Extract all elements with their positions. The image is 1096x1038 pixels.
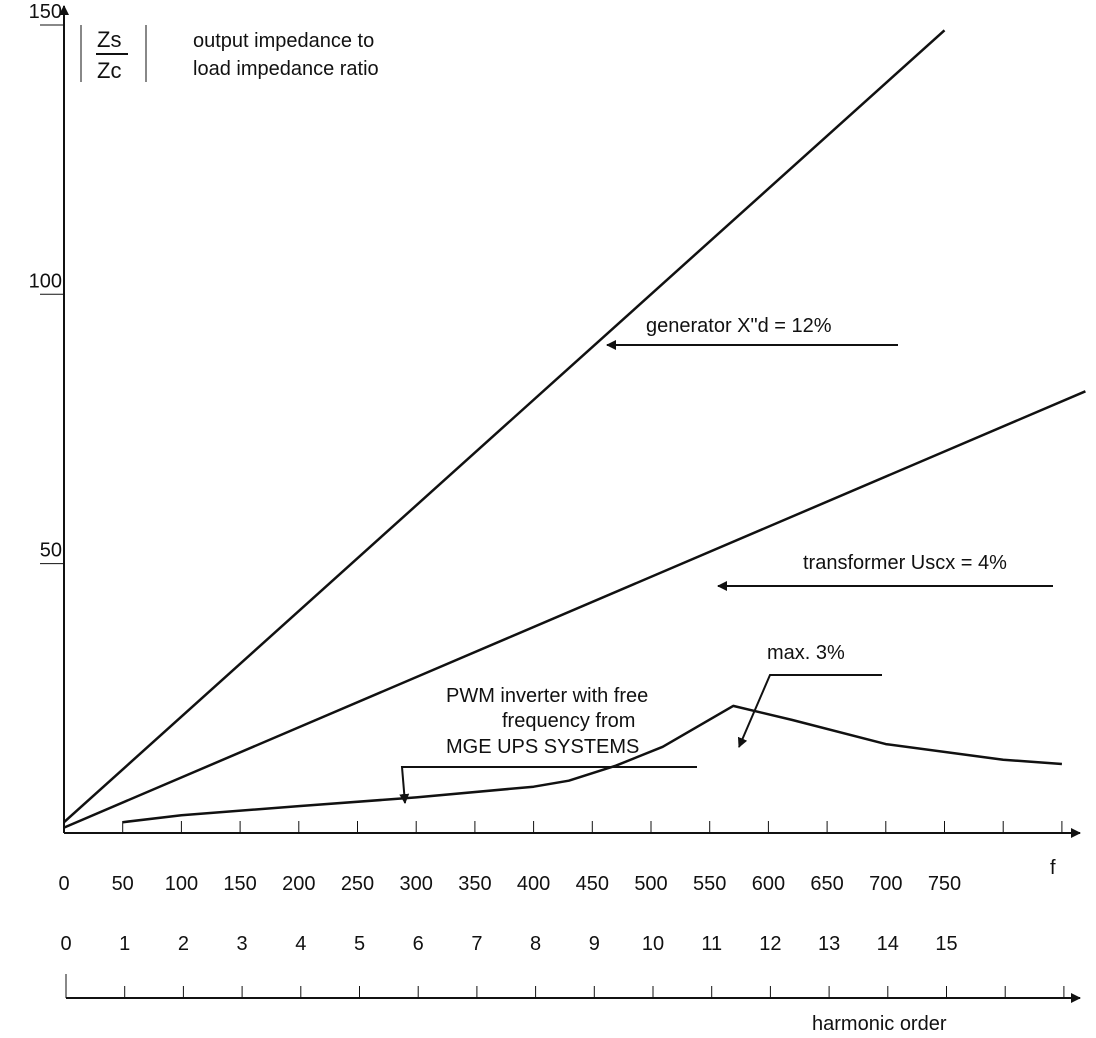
x-axis-label: f <box>1050 857 1056 879</box>
pwm-arrow <box>399 766 697 804</box>
harmonic-tick-label: 0 <box>60 933 71 955</box>
y-tick-label: 100 <box>29 270 62 292</box>
x-tick-label: 250 <box>341 873 374 895</box>
generator-line <box>63 29 946 824</box>
max-arrow <box>737 674 882 748</box>
harmonic-ticks: 0 1 2 3 4 5 6 7 8 9 10 11 12 13 14 15 <box>60 933 1065 998</box>
harmonic-tick-label: 10 <box>642 933 664 955</box>
pwm-annotation-line1: PWM inverter with free <box>446 685 648 707</box>
harmonic-axis-label: harmonic order <box>812 1013 947 1035</box>
harmonic-tick-label: 15 <box>935 933 957 955</box>
y-tick-label: 50 <box>40 540 62 562</box>
pwm-annotation-line2: frequency from <box>502 710 635 732</box>
harmonic-tick-label: 13 <box>818 933 840 955</box>
x-tick-label: 0 <box>58 873 69 895</box>
x-tick-label: 650 <box>810 873 843 895</box>
harmonic-tick-label: 12 <box>759 933 781 955</box>
pwm-inverter-curve <box>122 704 1062 824</box>
harmonic-tick-label: 2 <box>178 933 189 955</box>
harmonic-tick-label: 6 <box>413 933 424 955</box>
y-tick-label: 150 <box>29 1 62 23</box>
x-tick-label: 200 <box>282 873 315 895</box>
y-label-description-line2: load impedance ratio <box>193 58 379 80</box>
harmonic-tick-label: 5 <box>354 933 365 955</box>
x-tick-label: 500 <box>634 873 667 895</box>
x-tick-label: 350 <box>458 873 491 895</box>
x-tick-label: 700 <box>869 873 902 895</box>
x-tick-label: 50 <box>112 873 134 895</box>
x-tick-label: 400 <box>517 873 550 895</box>
harmonic-tick-label: 9 <box>589 933 600 955</box>
x-tick-label: 600 <box>752 873 785 895</box>
x-tick-label: 300 <box>400 873 433 895</box>
transformer-line <box>63 390 1086 829</box>
y-label-numerator: Zs <box>97 27 121 52</box>
series-group <box>63 29 1086 829</box>
x-tick-label: 150 <box>223 873 256 895</box>
harmonic-tick-label: 11 <box>701 933 722 955</box>
x-ticks: 0 50 100 150 200 250 300 350 400 450 500 550 600 650 7… <box>58 821 1063 895</box>
x-tick-label: 750 <box>928 873 961 895</box>
generator-annotation: generator X"d = 12% <box>646 315 832 337</box>
harmonic-tick-label: 1 <box>119 933 130 955</box>
x-tick-label: 550 <box>693 873 726 895</box>
harmonic-tick-label: 8 <box>530 933 541 955</box>
pwm-annotation-line3: MGE UPS SYSTEMS <box>446 736 639 758</box>
y-label-denominator: Zc <box>97 58 121 83</box>
x-tick-label: 450 <box>576 873 609 895</box>
harmonic-tick-label: 4 <box>295 933 306 955</box>
y-ticks: 150 100 50 <box>29 1 64 565</box>
harmonic-tick-label: 14 <box>877 933 899 955</box>
y-label-description-line1: output impedance to <box>193 30 374 52</box>
transformer-annotation: transformer Uscx = 4% <box>803 552 1007 574</box>
harmonic-tick-label: 3 <box>237 933 248 955</box>
x-tick-label: 100 <box>165 873 198 895</box>
max-annotation: max. 3% <box>767 642 845 664</box>
harmonic-tick-label: 7 <box>471 933 482 955</box>
